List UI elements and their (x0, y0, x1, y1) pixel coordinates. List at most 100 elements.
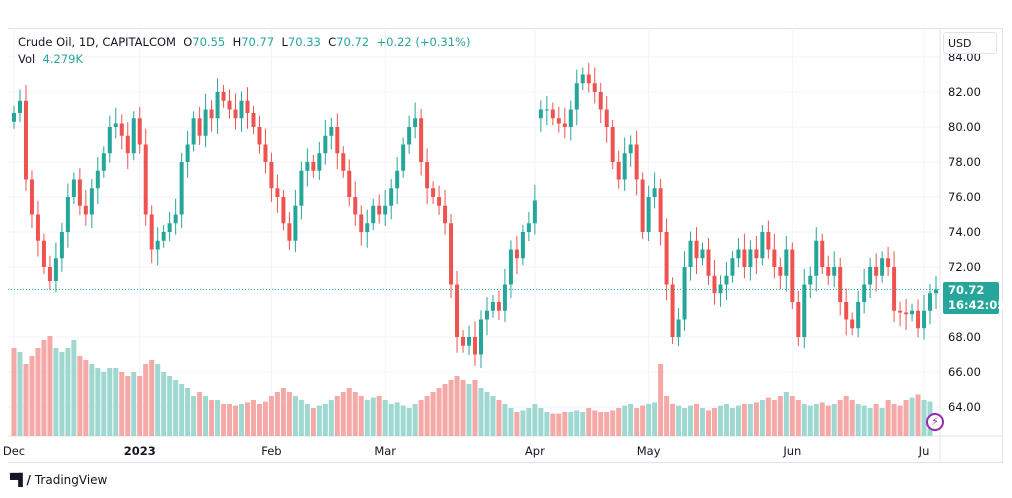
volume-bar (292, 396, 298, 436)
candle-body (161, 232, 166, 241)
candle-body (269, 162, 274, 189)
volume-bar (262, 401, 268, 436)
price-chart[interactable]: 84.0082.0080.0078.0076.0074.0072.0068.00… (0, 0, 1012, 470)
candle-body (766, 232, 771, 250)
candle-body (574, 83, 579, 110)
currency-selector[interactable]: USD (943, 32, 997, 54)
volume-bar (729, 408, 735, 436)
volume-bar (634, 408, 640, 436)
candle-body (796, 302, 801, 337)
volume-bar (646, 404, 652, 436)
volume-bar (41, 340, 47, 436)
volume-bar (125, 376, 131, 436)
candle-body (425, 162, 430, 189)
candle-body (149, 214, 154, 250)
candle-body (892, 267, 897, 311)
volume-bar (682, 408, 688, 436)
y-tick-label: 64.00 (948, 400, 981, 414)
candle-body (101, 153, 106, 171)
candle-body (814, 240, 819, 276)
volume-bar (95, 368, 101, 436)
volume-bar (412, 404, 418, 436)
volume-bar (460, 380, 466, 436)
y-tick-label: 72.00 (948, 260, 981, 274)
volume-bar (478, 388, 484, 436)
volume-bar (574, 410, 580, 436)
tradingview-brand[interactable]: ▀▌/TradingView (10, 473, 107, 487)
volume-bar (532, 404, 538, 436)
candle-body (724, 275, 729, 285)
volume-bar (885, 400, 891, 436)
candle-body (838, 267, 843, 302)
volume-bar (11, 348, 17, 436)
lightning-icon[interactable]: ⚡ (926, 413, 944, 431)
candle-body (287, 223, 292, 241)
volume-bar (544, 412, 550, 436)
x-tick-label: Apr (525, 444, 545, 458)
volume-bar (316, 405, 322, 436)
y-tick-label: 74.00 (948, 225, 981, 239)
volume-bar (179, 384, 185, 436)
volume-bar (418, 400, 424, 436)
candle-body (89, 188, 94, 215)
volume-bar (244, 402, 250, 436)
candle-body (113, 123, 118, 127)
volume-bar (376, 396, 382, 436)
close-value: 70.72 (336, 35, 370, 49)
candle-body (137, 118, 142, 145)
candle-body (221, 92, 226, 101)
candle-body (359, 214, 364, 232)
candle-body (712, 275, 717, 294)
countdown: 16:42:05 (948, 298, 1006, 312)
candle-body (544, 109, 549, 111)
candle-body (886, 258, 891, 267)
volume-bar (723, 404, 729, 436)
candle-body (532, 200, 537, 224)
candle-body (143, 144, 148, 215)
volume-value: 4.279K (42, 52, 83, 66)
candle-body (508, 249, 513, 285)
candle-body (449, 223, 454, 285)
candle-body (706, 249, 711, 276)
candle-body (353, 197, 358, 215)
volume-bar (616, 408, 622, 436)
candle-body (233, 109, 238, 119)
candle-body (29, 179, 34, 215)
candle-body (341, 153, 346, 171)
candle-body (826, 267, 831, 276)
candle-body (904, 312, 909, 315)
candle-body (808, 275, 813, 285)
volume-bar (807, 405, 813, 436)
volume-bar (819, 402, 825, 436)
volume-bar (35, 348, 41, 436)
candle-body (467, 337, 472, 346)
candle-body (526, 223, 531, 232)
chart-frame (8, 28, 1003, 463)
candle-body (580, 74, 585, 84)
candle-body (832, 267, 837, 276)
volume-bar (256, 404, 262, 436)
volume-bar (149, 360, 155, 436)
candle-body (203, 109, 208, 136)
volume-bar (550, 413, 556, 436)
volume-bar (891, 404, 897, 436)
volume-bar (921, 400, 927, 436)
volume-bar (622, 405, 628, 436)
candle-body (484, 310, 489, 320)
candle-body (65, 197, 70, 232)
volume-bar (879, 408, 885, 436)
y-tick-label: 66.00 (948, 365, 981, 379)
candle-body (502, 284, 507, 311)
candle-body (514, 249, 519, 259)
candle-body (646, 197, 651, 232)
candle-body (239, 100, 244, 119)
volume-bar (759, 400, 765, 436)
volume-bar (173, 380, 179, 436)
x-tick-label: Jun (782, 444, 801, 458)
candle-body (778, 267, 783, 276)
candle-body (473, 337, 477, 355)
y-tick-label: 76.00 (948, 190, 981, 204)
volume-bar (735, 405, 741, 436)
volume-bar (694, 404, 700, 436)
volume-bar (65, 348, 71, 436)
